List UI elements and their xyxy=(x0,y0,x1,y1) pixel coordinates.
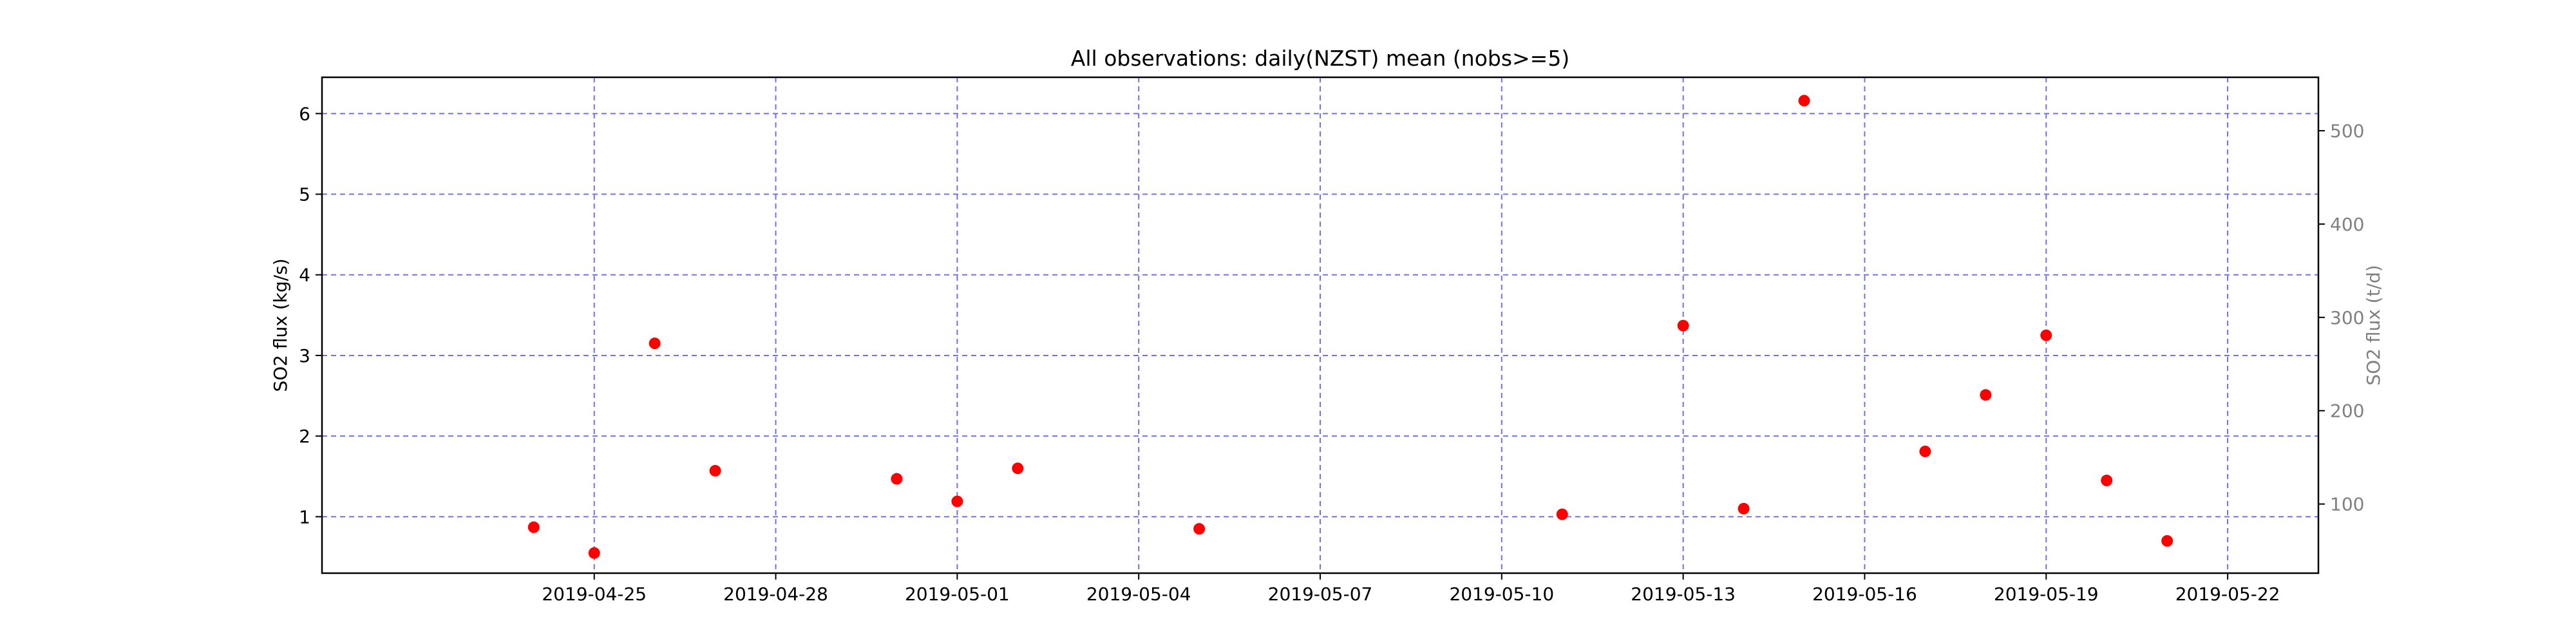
y-tick-label: 6 xyxy=(299,103,310,124)
x-tick-label: 2019-04-25 xyxy=(542,583,647,605)
x-tick-label: 2019-05-07 xyxy=(1268,583,1373,605)
x-tick-label: 2019-05-01 xyxy=(905,583,1010,605)
data-point xyxy=(951,495,963,507)
y-tick-label: 3 xyxy=(299,345,310,366)
data-point xyxy=(1012,462,1024,475)
data-point xyxy=(649,337,661,350)
x-tick-label: 2019-04-28 xyxy=(723,583,828,605)
x-tick-label: 2019-05-19 xyxy=(1994,583,2099,605)
x-tick-label: 2019-05-13 xyxy=(1631,583,1736,605)
y-tick-label-right: 500 xyxy=(2330,120,2364,142)
chart-title: All observations: daily(NZST) mean (nobs… xyxy=(1071,46,1569,71)
x-axis: 2019-04-25 2019-04-28 2019-05-01 2019-05-04… xyxy=(542,573,2280,605)
y-axis-label-right: SO2 flux (t/d) xyxy=(2363,265,2384,385)
y-axis-left: 1 2 3 4 5 6 xyxy=(299,103,322,527)
data-point xyxy=(1556,508,1568,520)
y-tick-label: 1 xyxy=(299,506,310,527)
data-point xyxy=(588,547,600,559)
data-point xyxy=(1798,95,1810,107)
data-point xyxy=(2161,535,2174,547)
y-tick-label-right: 100 xyxy=(2330,494,2364,515)
data-point xyxy=(527,521,540,533)
data-point xyxy=(1738,502,1750,515)
y-tick-label-right: 200 xyxy=(2330,401,2364,422)
y-tick-label-right: 400 xyxy=(2330,214,2364,235)
y-tick-label: 4 xyxy=(299,265,310,286)
data-point xyxy=(891,473,903,485)
y-axis-right: 100 200 300 400 500 xyxy=(2318,120,2364,515)
data-point xyxy=(2040,329,2052,341)
x-tick-label: 2019-05-10 xyxy=(1449,583,1554,605)
data-point xyxy=(1919,445,1931,457)
y-tick-label: 2 xyxy=(299,426,310,447)
x-tick-label: 2019-05-04 xyxy=(1086,583,1191,605)
x-tick-label: 2019-05-16 xyxy=(1812,583,1917,605)
data-points xyxy=(527,95,2174,559)
y-tick-label: 5 xyxy=(299,184,310,205)
data-point xyxy=(2101,475,2113,487)
data-point xyxy=(1980,389,1992,401)
x-tick-label: 2019-05-22 xyxy=(2175,583,2280,605)
data-point xyxy=(1677,319,1689,332)
data-point xyxy=(1193,523,1206,535)
y-axis-label: SO2 flux (kg/s) xyxy=(270,258,291,392)
y-tick-label-right: 300 xyxy=(2330,307,2364,328)
data-point xyxy=(709,464,721,477)
grid xyxy=(322,77,2318,573)
